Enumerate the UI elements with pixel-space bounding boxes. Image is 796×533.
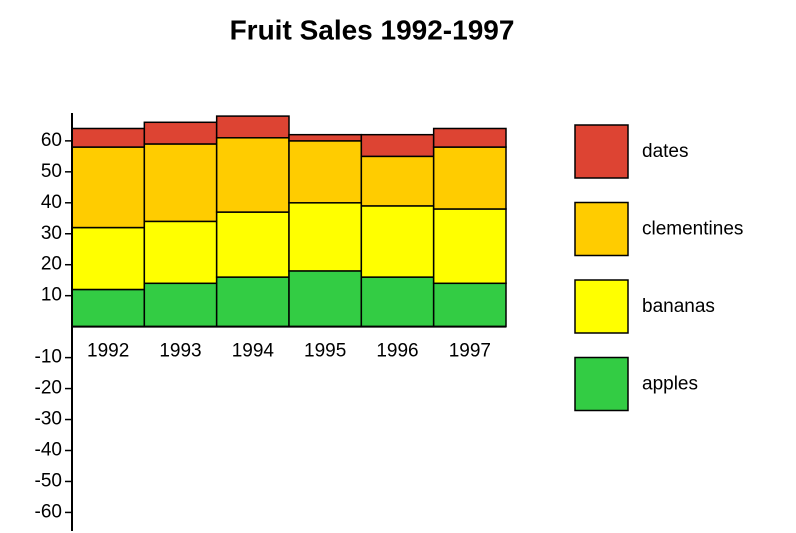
y-tick-label: 60 [41,130,62,151]
bar-segment [143,282,218,328]
legend-swatch [574,356,629,412]
bar-segment [143,143,218,223]
y-tick-label: -60 [35,501,62,522]
bar-segment [215,211,290,278]
y-tick-label: -10 [35,347,62,368]
y-tick-label: -30 [35,409,62,430]
bar-segment [288,140,363,204]
bar-segment [288,202,363,272]
y-tick-label: 30 [41,223,62,244]
y-tick-label: 40 [41,192,62,213]
bar-segment [360,133,435,158]
bar-segment [215,115,290,139]
bar-segment [288,133,363,142]
y-tick-label: 10 [41,285,62,306]
bar-segment [143,220,218,285]
y-tick-label: 50 [41,161,62,182]
y-tick-label: -40 [35,440,62,461]
bar-segment [360,205,435,278]
bar-segment [432,146,507,210]
x-tick-label: 1994 [232,341,275,362]
bar-segment [71,127,146,148]
chart-title: Fruit Sales 1992-1997 [230,14,515,45]
legend-label: apples [642,374,698,395]
legend-swatch [574,279,629,334]
bar-segment [71,226,146,291]
bar-segment [215,276,290,328]
x-tick-label: 1993 [159,341,201,362]
legend-swatch [574,124,629,179]
bar-segment [143,121,218,145]
x-tick-label: 1997 [449,341,491,362]
bar-segment [432,208,507,285]
x-tick-label: 1992 [87,341,129,362]
bar-segment [432,127,507,148]
x-tick-label: 1996 [376,341,418,362]
y-tick-label: -20 [35,378,62,399]
legend-swatch [574,201,629,257]
bar-segment [432,282,507,328]
x-tick-label: 1995 [304,341,346,362]
bar-segment [71,288,146,328]
legend-label: bananas [642,296,715,317]
bar-segment [288,270,363,328]
bar-segment [215,137,290,213]
bar-segment [360,276,435,328]
y-tick-label: -50 [35,470,62,491]
y-tick-label: 20 [41,254,62,275]
legend-label: dates [642,141,688,162]
bar-segment [71,146,146,229]
legend-label: clementines [642,219,743,240]
bar-segment [360,155,435,207]
